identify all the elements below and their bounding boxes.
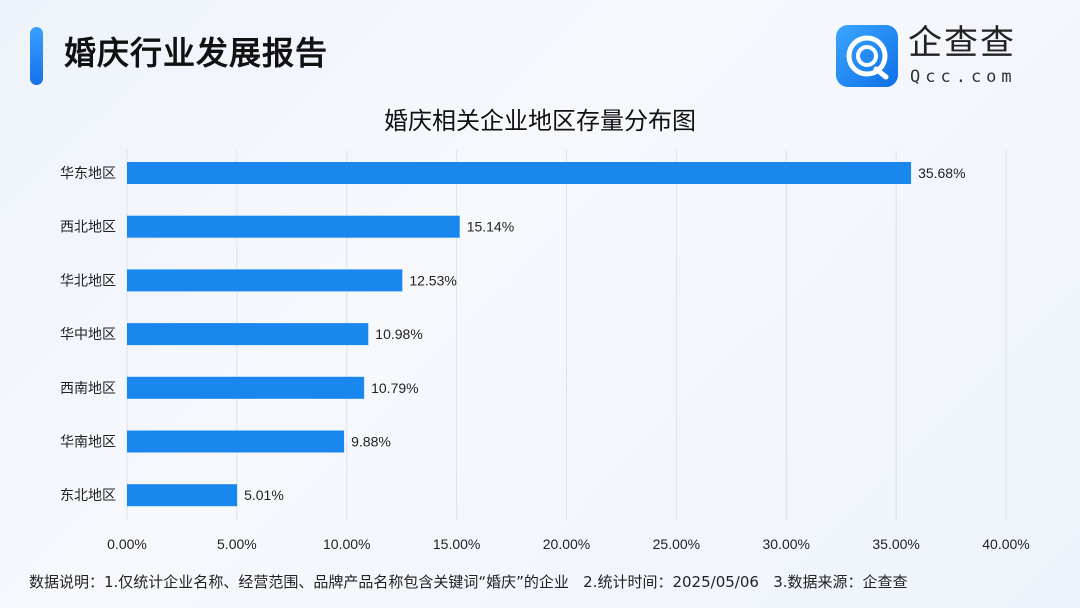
chart-title: 婚庆相关企业地区存量分布图	[384, 107, 696, 135]
logo-url: Qcc.com	[910, 67, 1017, 87]
report-title: 婚庆行业发展报告	[64, 34, 329, 72]
x-tick-label: 20.00%	[543, 536, 590, 552]
data-label: 5.01%	[244, 487, 284, 503]
data-label: 10.98%	[375, 326, 422, 342]
data-label: 9.88%	[351, 434, 391, 450]
category-label: 华东地区	[60, 166, 116, 182]
category-label: 西北地区	[60, 220, 116, 236]
category-label: 东北地区	[60, 488, 116, 504]
category-label: 华南地区	[60, 435, 116, 451]
bar	[127, 215, 460, 238]
qcc-logo: 企查查 Qcc.com	[836, 25, 1046, 89]
x-tick-label: 30.00%	[763, 536, 810, 552]
bar	[127, 376, 365, 399]
category-label: 华中地区	[60, 327, 116, 343]
data-label: 12.53%	[409, 272, 456, 288]
category-label: 西南地区	[60, 381, 116, 397]
logo-name: 企查查	[908, 23, 1016, 63]
x-tick-label: 25.00%	[653, 536, 700, 552]
x-tick-label: 10.00%	[323, 536, 370, 552]
bar	[127, 430, 345, 453]
bar-chart: 0.00% 5.00% 10.00% 15.00% 20.00% 25.00% 30.00%…	[60, 150, 1030, 552]
bar	[127, 162, 912, 184]
bar	[127, 484, 238, 507]
data-label: 10.79%	[371, 380, 418, 396]
x-tick-label: 15.00%	[433, 536, 480, 552]
category-label: 华北地区	[60, 273, 116, 289]
title-accent-bar	[30, 27, 43, 85]
bar	[127, 269, 403, 292]
data-label: 15.14%	[467, 219, 514, 235]
x-tick-label: 40.00%	[982, 536, 1029, 552]
x-tick-label: 0.00%	[107, 536, 147, 552]
x-tick-label: 5.00%	[217, 536, 257, 552]
data-label: 35.68%	[918, 165, 965, 181]
x-tick-label: 35.00%	[872, 536, 919, 552]
footer-note: 数据说明：1.仅统计企业名称、经营范围、品牌产品名称包含关键词“婚庆”的企业 2…	[29, 573, 908, 591]
bar	[127, 323, 369, 346]
qcc-logo-icon	[836, 25, 898, 87]
